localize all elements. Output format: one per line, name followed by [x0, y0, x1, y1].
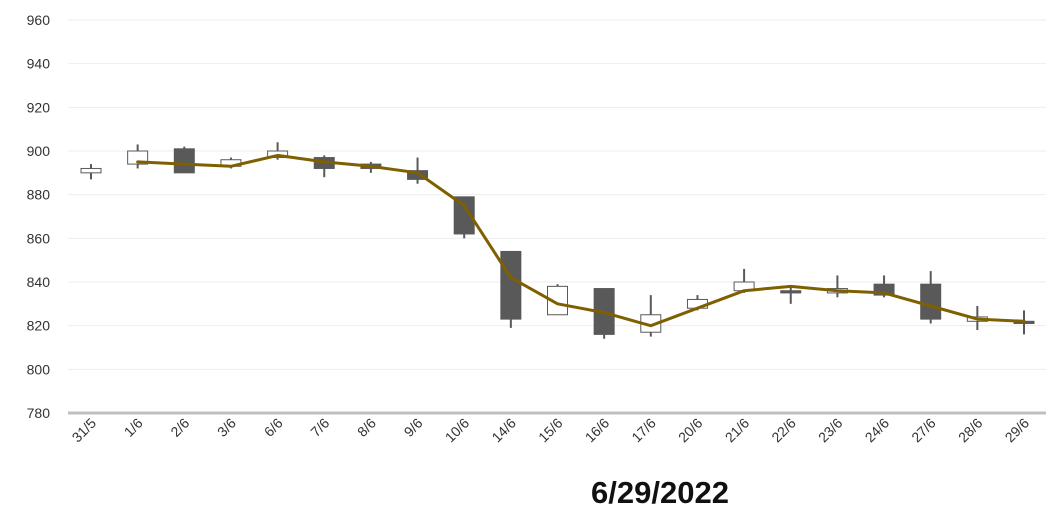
x-tick-label: 7/6	[307, 415, 332, 440]
y-tick-label: 940	[27, 56, 51, 72]
y-tick-label: 860	[27, 230, 51, 246]
y-tick-label: 780	[27, 405, 51, 421]
candle	[127, 144, 149, 169]
candle	[920, 271, 942, 324]
x-tick-label: 24/6	[862, 415, 893, 446]
candles	[80, 142, 1035, 339]
candle-body-down	[780, 290, 802, 294]
y-tick-label: 820	[27, 318, 51, 334]
candle	[453, 196, 475, 239]
x-tick-label: 21/6	[722, 415, 753, 446]
x-tick-label: 17/6	[628, 415, 659, 446]
y-tick-label: 840	[27, 274, 51, 290]
x-tick-label: 31/5	[69, 415, 100, 446]
candle-body-down	[407, 170, 429, 180]
candle	[173, 146, 195, 174]
gridlines	[68, 19, 1046, 370]
candle-body-up	[80, 167, 102, 174]
x-tick-label: 16/6	[582, 415, 613, 446]
candle	[313, 155, 335, 178]
candle-body-up	[547, 285, 568, 316]
x-tick-label: 9/6	[401, 415, 426, 440]
x-tick-label: 27/6	[908, 415, 939, 446]
candle	[640, 295, 662, 337]
x-tick-label: 14/6	[488, 415, 519, 446]
y-tick-label: 920	[27, 99, 51, 115]
candle	[407, 157, 429, 184]
candle	[500, 250, 522, 328]
x-tick-label: 23/6	[815, 415, 846, 446]
trend-line	[136, 153, 1026, 328]
x-tick-label: 20/6	[675, 415, 706, 446]
y-tick-label: 960	[27, 12, 51, 28]
candle	[826, 275, 848, 298]
candle-body-down	[920, 283, 942, 320]
x-tick-label: 15/6	[535, 415, 566, 446]
x-tick-label: 29/6	[1002, 415, 1033, 446]
y-tick-label: 800	[27, 361, 51, 377]
x-tick-label: 22/6	[768, 415, 799, 446]
x-tick-label: 2/6	[167, 415, 192, 440]
x-tick-label: 8/6	[354, 415, 379, 440]
candle	[547, 284, 568, 316]
candle	[80, 164, 102, 180]
x-axis-tick-labels: 31/5 1/6 2/6 3/6 6/6 7/6 8/6 9/6 10/6 14/6 15/6 16/…	[69, 415, 1033, 446]
candle	[780, 286, 802, 304]
candle-body-down	[873, 283, 895, 296]
candle-body-down	[453, 196, 475, 235]
x-tick-label: 1/6	[121, 415, 146, 440]
y-tick-label: 880	[27, 187, 51, 203]
y-tick-label: 900	[27, 143, 51, 159]
candle-body-down	[173, 148, 195, 174]
x-tick-label: 10/6	[442, 415, 473, 446]
x-axis-label-date: 6/29/2022	[591, 475, 729, 510]
x-tick-label: 28/6	[955, 415, 986, 446]
x-tick-label: 3/6	[214, 415, 239, 440]
candle-body-down	[500, 250, 522, 320]
x-tick-label: 6/6	[261, 415, 286, 440]
y-axis-tick-labels: 780 800 820 840 860 880 900 920 940 960	[27, 12, 51, 421]
